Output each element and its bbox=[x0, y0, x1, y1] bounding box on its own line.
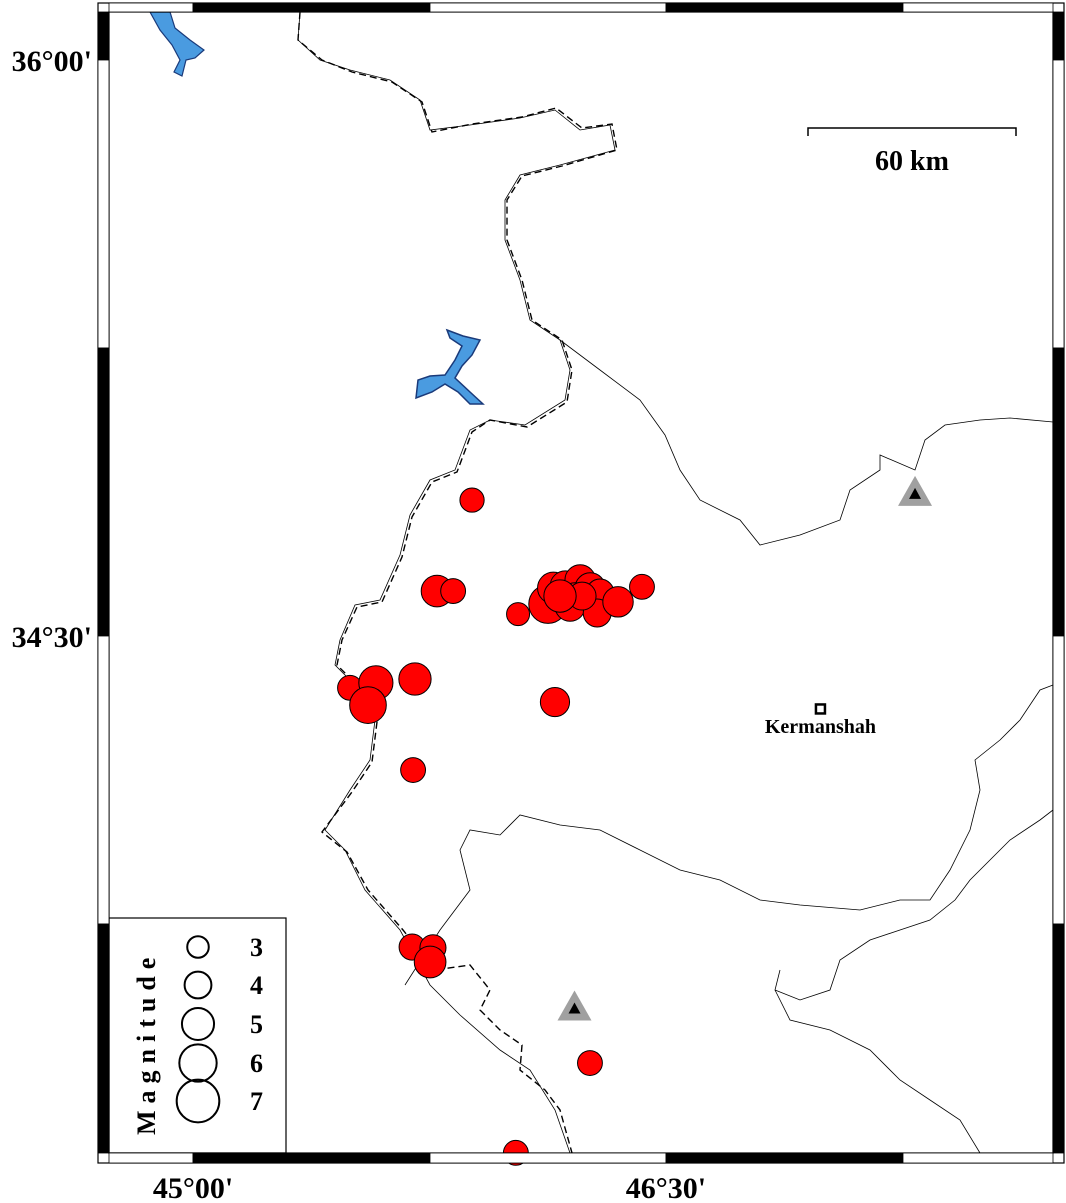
province-boundary bbox=[404, 684, 1054, 986]
earthquake-event bbox=[629, 573, 655, 600]
lake-middle bbox=[415, 328, 485, 405]
province-boundary bbox=[774, 989, 981, 1154]
earthquake-event bbox=[577, 1050, 603, 1076]
earthquake-event bbox=[539, 686, 571, 718]
earthquake-event bbox=[506, 602, 531, 627]
stations bbox=[557, 475, 933, 1021]
frame-bar bbox=[1052, 635, 1065, 925]
map-frame bbox=[97, 2, 1065, 1164]
legend-title: Magnitude bbox=[132, 951, 161, 1135]
earthquake-event bbox=[413, 945, 447, 979]
frame-bar bbox=[192, 1152, 431, 1164]
frame-bar bbox=[902, 1152, 1054, 1164]
frame-bar bbox=[97, 635, 110, 925]
latitude-tick-label: 36°00' bbox=[12, 45, 92, 78]
frame-bar bbox=[97, 59, 110, 349]
frame-bar bbox=[192, 2, 431, 13]
frame-bar bbox=[1052, 59, 1065, 349]
lake-top bbox=[148, 11, 205, 77]
station-inner-icon bbox=[568, 1002, 581, 1014]
earthquake-event bbox=[543, 579, 577, 613]
earthquake-event bbox=[440, 578, 467, 605]
frame-bar bbox=[665, 2, 904, 13]
legend-label: 5 bbox=[250, 1010, 263, 1039]
city-marker bbox=[814, 703, 827, 715]
frame-bar bbox=[1052, 347, 1065, 637]
frame-bar bbox=[429, 2, 667, 13]
legend-circle bbox=[180, 1006, 216, 1042]
legend-label: 4 bbox=[250, 971, 263, 1000]
province-boundary bbox=[774, 809, 1054, 1001]
city-label: Kermanshah bbox=[765, 716, 876, 738]
earthquake-event bbox=[398, 662, 432, 696]
station-inner-icon bbox=[909, 487, 922, 499]
magnitude-legend: Magnitude 3 4 5 6 7 bbox=[108, 917, 287, 1154]
earthquake-event bbox=[349, 686, 387, 724]
legend-circle bbox=[178, 1043, 218, 1083]
international-border-dashed bbox=[297, 11, 618, 1154]
legend-circle bbox=[183, 970, 213, 1000]
legend-label: 7 bbox=[250, 1087, 263, 1116]
province-boundary bbox=[559, 339, 1054, 546]
earthquake-events bbox=[337, 487, 655, 1166]
frame-bar bbox=[97, 347, 110, 637]
frame-bar bbox=[902, 2, 1054, 13]
frame-bar bbox=[429, 1152, 667, 1164]
legend-label: 6 bbox=[250, 1049, 263, 1078]
latitude-tick-label: 34°30' bbox=[12, 621, 92, 654]
legend-circle bbox=[175, 1078, 221, 1124]
frame-bar bbox=[665, 1152, 904, 1164]
frame-bar bbox=[1052, 11, 1065, 61]
scale-bar-label: 60 km bbox=[875, 146, 949, 177]
longitude-tick-label: 46°30' bbox=[626, 1172, 706, 1203]
legend-circle bbox=[186, 935, 210, 959]
frame-bar bbox=[97, 11, 110, 61]
earthquake-event bbox=[459, 487, 485, 513]
scale-bar: 60 km bbox=[807, 127, 1017, 177]
longitude-tick-label: 45°00' bbox=[153, 1172, 233, 1203]
earthquake-event bbox=[400, 757, 427, 783]
earthquake-event bbox=[602, 586, 634, 618]
frame-bar bbox=[97, 923, 110, 1154]
frame-bar bbox=[108, 2, 194, 13]
frame-bar bbox=[1052, 923, 1065, 1154]
legend-label: 3 bbox=[250, 933, 263, 962]
frame-bar bbox=[108, 1152, 194, 1164]
